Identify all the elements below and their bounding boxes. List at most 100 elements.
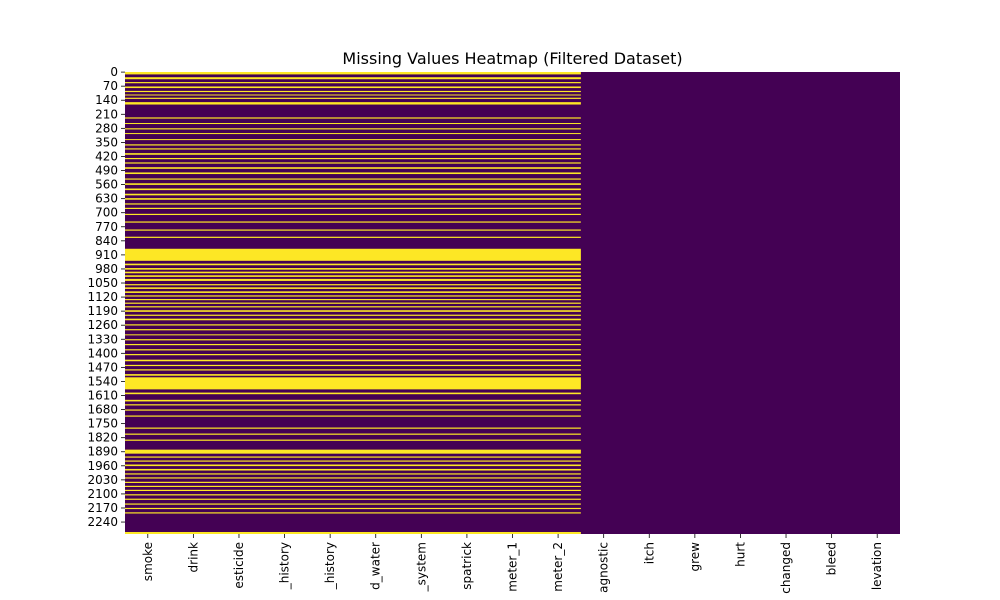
missing-stripe-22 (125, 188, 581, 191)
missing-stripe-67 (125, 449, 581, 454)
missing-stripe-61 (125, 404, 581, 406)
y-tick-label-32: 2240 (87, 515, 118, 529)
x-tick-label-8: meter_1 (506, 542, 520, 592)
missing-stripe-15 (125, 153, 581, 155)
missing-stripe-80 (125, 507, 581, 510)
missing-stripe-26 (125, 207, 581, 209)
missing-stripe-57 (125, 374, 581, 376)
missing-stripe-81 (125, 512, 581, 514)
missing-stripe-36 (125, 278, 581, 281)
y-tick-label-28: 1960 (87, 459, 118, 473)
missing-stripe-9 (125, 123, 581, 125)
missing-stripe-5 (125, 94, 581, 96)
y-tick-label-21: 1470 (87, 360, 118, 374)
y-tick-label-31: 2170 (87, 501, 118, 515)
missing-stripe-19 (125, 172, 581, 175)
x-tick-label-2: esticide (232, 542, 246, 589)
missing-stripe-38 (125, 287, 581, 289)
missing-stripe-35 (125, 275, 581, 277)
y-tick-label-3: 210 (95, 107, 118, 121)
missing-stripe-59 (125, 392, 581, 395)
missing-stripe-45 (125, 314, 581, 316)
missing-stripe-27 (125, 213, 581, 216)
missing-stripe-70 (125, 464, 581, 467)
missing-stripe-53 (125, 354, 581, 356)
missing-stripe-12 (125, 139, 581, 141)
y-tick-label-6: 420 (95, 149, 118, 163)
y-tick-label-26: 1820 (87, 431, 118, 445)
missing-stripe-24 (125, 198, 581, 200)
y-tick-label-25: 1750 (87, 417, 118, 431)
x-tick-label-4: _history (323, 542, 337, 590)
chart-title: Missing Values Heatmap (Filtered Dataset… (342, 49, 682, 68)
missing-stripe-79 (125, 503, 581, 505)
y-tick-label-23: 1610 (87, 389, 118, 403)
missing-stripe-4 (125, 90, 581, 93)
missing-stripe-33 (125, 268, 581, 270)
missing-stripe-47 (125, 324, 581, 326)
missing-stripe-37 (125, 284, 581, 286)
x-tick-label-7: spatrick (460, 542, 474, 590)
missing-stripe-65 (125, 433, 581, 435)
missing-stripe-76 (125, 489, 581, 492)
y-tick-label-9: 630 (95, 192, 118, 206)
missing-stripe-16 (125, 157, 581, 160)
missing-stripe-64 (125, 427, 581, 429)
missing-stripe-23 (125, 193, 581, 196)
missing-stripe-28 (125, 221, 581, 223)
x-tick-label-14: changed (779, 542, 793, 594)
y-tick-label-1: 70 (103, 79, 118, 93)
missing-stripe-43 (125, 306, 581, 308)
y-tick-label-15: 1050 (87, 276, 118, 290)
missing-stripe-39 (125, 291, 581, 293)
y-axis: 0701402102803504204905606307007708409109… (87, 65, 125, 529)
missing-stripe-29 (125, 229, 581, 231)
missing-stripe-40 (125, 295, 581, 297)
x-tick-label-6: _system (414, 542, 428, 592)
missing-stripe-60 (125, 399, 581, 402)
missing-stripe-71 (125, 468, 581, 471)
missing-stripe-32 (125, 263, 581, 266)
x-tick-label-11: itch (642, 542, 656, 564)
missing-stripe-52 (125, 349, 581, 351)
missing-stripe-48 (125, 329, 581, 331)
missing-stripe-41 (125, 298, 581, 301)
missing-stripe-30 (125, 236, 581, 238)
missing-stripe-0 (125, 72, 581, 75)
missing-stripe-55 (125, 364, 581, 367)
y-tick-label-30: 2100 (87, 487, 118, 501)
missing-stripe-78 (125, 498, 581, 500)
missing-stripe-17 (125, 162, 581, 164)
y-tick-label-11: 770 (95, 220, 118, 234)
y-tick-label-29: 2030 (87, 473, 118, 487)
missing-stripe-11 (125, 133, 581, 135)
missing-stripe-8 (125, 117, 581, 119)
missing-stripe-54 (125, 359, 581, 362)
missing-stripe-72 (125, 473, 581, 475)
x-tick-label-9: meter_2 (551, 542, 565, 592)
x-tick-label-0: smoke (141, 542, 155, 581)
missing-stripe-75 (125, 485, 581, 487)
missing-stripe-3 (125, 86, 581, 89)
missing-stripe-20 (125, 178, 581, 180)
y-tick-label-18: 1260 (87, 318, 118, 332)
missing-stripe-73 (125, 477, 581, 479)
y-tick-label-22: 1540 (87, 374, 118, 388)
y-tick-label-17: 1190 (87, 304, 118, 318)
y-tick-label-2: 140 (95, 93, 118, 107)
y-tick-label-14: 980 (95, 262, 118, 276)
missing-stripe-31 (125, 248, 581, 261)
missing-stripe-74 (125, 481, 581, 483)
heatmap-cells (125, 72, 900, 534)
x-tick-label-16: levation (870, 542, 884, 590)
y-tick-label-16: 1120 (87, 290, 118, 304)
y-tick-label-19: 1330 (87, 332, 118, 346)
missing-stripe-25 (125, 203, 581, 205)
missing-stripe-56 (125, 369, 581, 371)
missing-stripe-2 (125, 82, 581, 84)
x-tick-label-15: bleed (825, 542, 839, 575)
y-tick-label-20: 1400 (87, 346, 118, 360)
missing-stripe-58 (125, 377, 581, 390)
y-tick-label-13: 910 (95, 248, 118, 262)
